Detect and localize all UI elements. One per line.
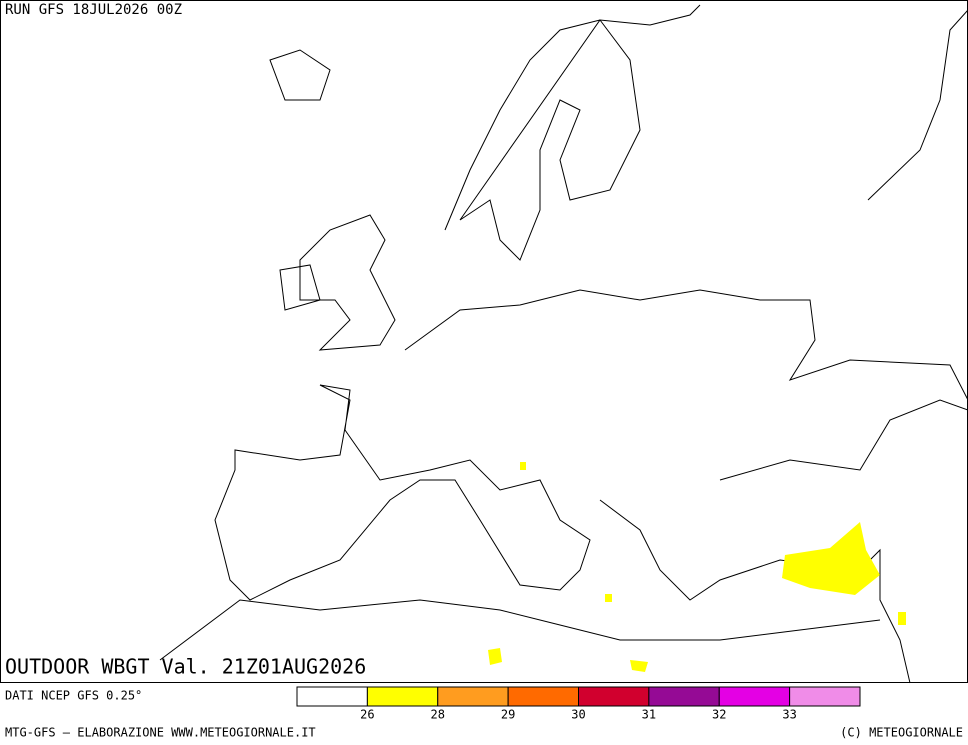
- colorbar-segment: [366, 686, 439, 707]
- colorbar-tick-label: 33: [782, 708, 796, 722]
- colorbar-segment: [648, 686, 720, 707]
- map: [159, 4, 968, 684]
- colorbar-tick-label: 32: [712, 708, 726, 722]
- colorbar-tick-label: 28: [431, 708, 445, 722]
- colorbar-tick-label: 29: [501, 708, 515, 722]
- run-label: RUN GFS 18JUL2026 00Z: [5, 2, 182, 18]
- coastline: [279, 214, 396, 351]
- colorbar: 26 28 29 30 31 32 33: [296, 686, 861, 722]
- coastline: [159, 9, 968, 661]
- colorbar-segment: [789, 686, 861, 707]
- colorbar-segment: [578, 686, 650, 707]
- wbgt-area: [782, 522, 880, 595]
- footer-right: (C) METEOGIORNALE: [840, 726, 963, 740]
- colorbar-segment: [507, 686, 579, 707]
- colorbar-segment: [437, 686, 509, 707]
- colorbar-tick-label: 30: [571, 708, 585, 722]
- colorbar-tick-label: 26: [360, 708, 374, 722]
- coastline: [214, 289, 968, 601]
- coastline: [599, 399, 968, 684]
- footer-left: MTG-GFS — ELABORAZIONE WWW.METEOGIORNALE…: [5, 726, 316, 740]
- colorbar-segment: [296, 686, 368, 707]
- colorbar-segment: [718, 686, 791, 707]
- source-label: DATI NCEP GFS 0.25°: [5, 689, 142, 703]
- field-label: OUTDOOR WBGT Val. 21Z01AUG2026: [5, 655, 366, 679]
- colorbar-tick-label: 31: [642, 708, 656, 722]
- coastline: [444, 4, 701, 261]
- wbgt-area: [488, 648, 502, 665]
